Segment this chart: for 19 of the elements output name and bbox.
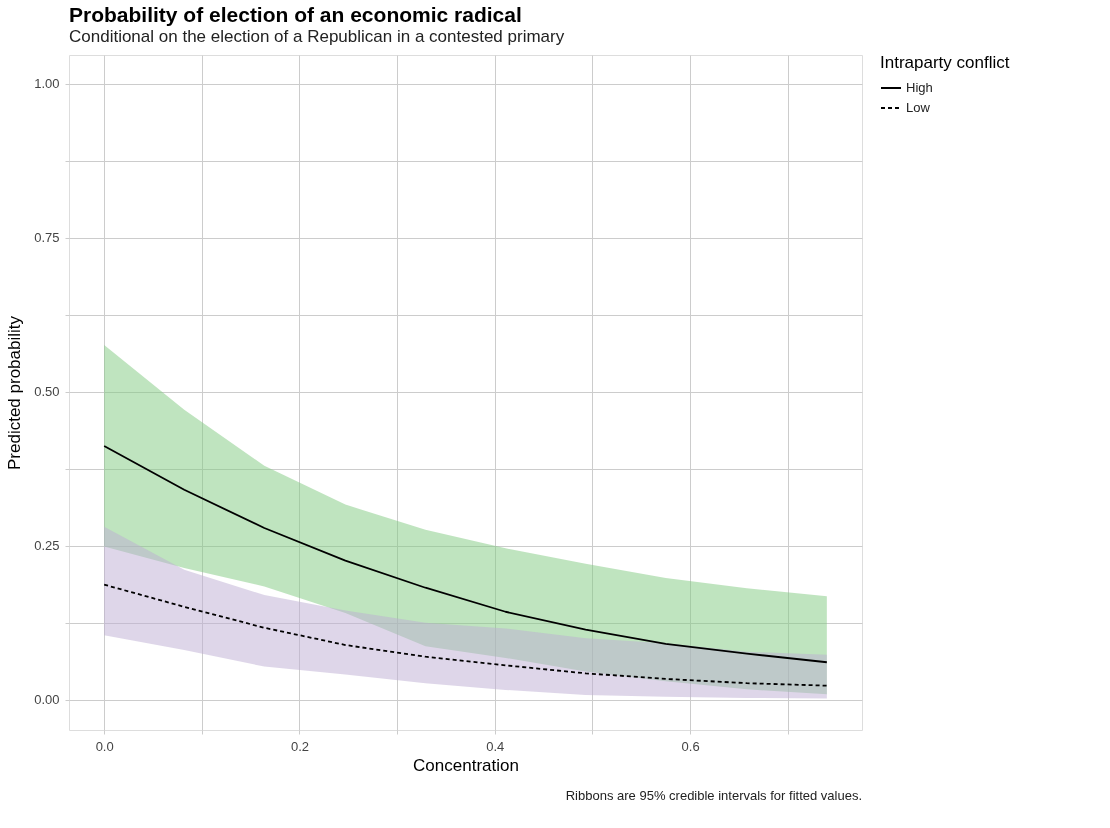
text: Ribbons are 95% credible intervals for fitted values. <box>565 788 862 803</box>
y-axis-title: Predicted probability <box>5 315 25 471</box>
legend-title: Intraparty conflict <box>880 53 1010 72</box>
x-tick-label: 0.0 <box>95 738 114 754</box>
y-tick-label: 0.50 <box>34 384 60 400</box>
y-tick-label: 0.00 <box>34 692 60 708</box>
y-tick-label: 1.00 <box>34 76 60 92</box>
x-axis-title: Concentration <box>413 755 519 775</box>
chart-title: Probability of election of an economic radical <box>69 3 522 26</box>
x-tick-label: 0.6 <box>681 738 700 754</box>
x-tick-label: 0.4 <box>486 738 505 754</box>
legend-label: High <box>906 80 933 95</box>
line-series <box>103 583 828 687</box>
line-series <box>103 445 828 664</box>
x-tick-label: 0.2 <box>290 738 310 754</box>
y-tick-label: 0.25 <box>34 538 60 554</box>
legend-label: Low <box>906 100 931 115</box>
y-tick-label: 0.75 <box>34 230 60 246</box>
chart-subtitle: Conditional on the election of a Republican in a contested primary <box>69 27 565 46</box>
